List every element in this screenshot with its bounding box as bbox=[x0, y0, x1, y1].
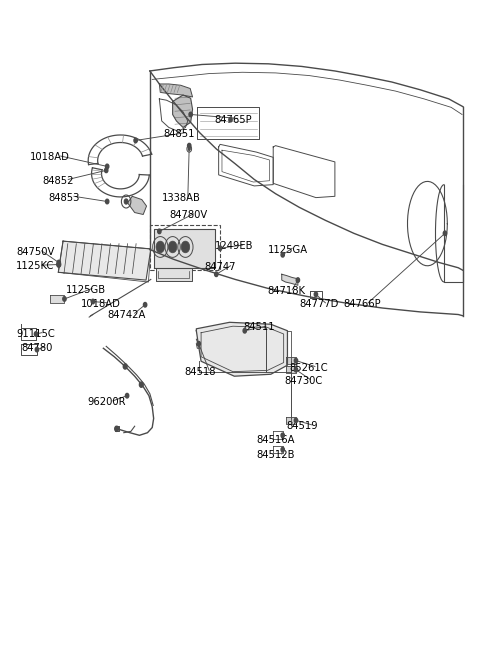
Circle shape bbox=[296, 278, 300, 282]
Bar bbox=[150, 225, 220, 271]
Text: 84718K: 84718K bbox=[267, 286, 305, 296]
Text: 84512B: 84512B bbox=[257, 451, 295, 460]
Text: 84750V: 84750V bbox=[16, 247, 54, 257]
Text: 84511: 84511 bbox=[244, 322, 276, 333]
Circle shape bbox=[188, 143, 191, 148]
Circle shape bbox=[181, 241, 190, 253]
Text: 84516A: 84516A bbox=[257, 435, 295, 445]
Circle shape bbox=[243, 328, 246, 333]
Circle shape bbox=[144, 303, 147, 307]
Polygon shape bbox=[282, 274, 298, 286]
Circle shape bbox=[139, 382, 143, 387]
Text: 1018AD: 1018AD bbox=[30, 153, 70, 162]
Polygon shape bbox=[50, 295, 64, 303]
Circle shape bbox=[444, 231, 446, 236]
Text: 84730C: 84730C bbox=[284, 376, 323, 386]
Polygon shape bbox=[173, 95, 192, 128]
Circle shape bbox=[158, 229, 161, 234]
Circle shape bbox=[294, 358, 298, 363]
Circle shape bbox=[281, 433, 284, 438]
Circle shape bbox=[35, 331, 37, 336]
Polygon shape bbox=[287, 417, 296, 424]
Circle shape bbox=[314, 292, 318, 297]
Polygon shape bbox=[128, 196, 146, 214]
Text: 84518: 84518 bbox=[184, 367, 216, 377]
Polygon shape bbox=[154, 229, 216, 268]
Circle shape bbox=[197, 341, 200, 346]
Text: 1338AB: 1338AB bbox=[162, 193, 201, 202]
Text: 1125KC: 1125KC bbox=[16, 261, 54, 271]
Circle shape bbox=[218, 246, 222, 251]
Circle shape bbox=[115, 426, 119, 432]
Circle shape bbox=[125, 394, 129, 398]
Circle shape bbox=[57, 262, 60, 267]
Circle shape bbox=[35, 347, 38, 352]
Text: 96200R: 96200R bbox=[87, 397, 126, 407]
Polygon shape bbox=[287, 358, 296, 364]
Circle shape bbox=[105, 168, 108, 173]
Circle shape bbox=[189, 112, 192, 117]
Text: 84765P: 84765P bbox=[214, 115, 252, 124]
Circle shape bbox=[106, 164, 109, 169]
Text: 85261C: 85261C bbox=[289, 363, 328, 373]
Text: 1249EB: 1249EB bbox=[216, 241, 254, 252]
Text: 84742A: 84742A bbox=[107, 310, 145, 320]
Circle shape bbox=[57, 262, 60, 267]
Circle shape bbox=[106, 199, 109, 204]
Polygon shape bbox=[287, 366, 296, 373]
Text: 84852: 84852 bbox=[42, 176, 73, 186]
Circle shape bbox=[294, 418, 298, 422]
Circle shape bbox=[123, 364, 127, 369]
Text: 84780: 84780 bbox=[22, 343, 53, 353]
Circle shape bbox=[215, 272, 218, 276]
Circle shape bbox=[281, 447, 284, 452]
Circle shape bbox=[281, 252, 284, 257]
Circle shape bbox=[168, 241, 177, 253]
Text: 91115C: 91115C bbox=[16, 329, 55, 339]
Circle shape bbox=[63, 297, 66, 301]
Text: 84780V: 84780V bbox=[170, 210, 208, 220]
Text: 84747: 84747 bbox=[204, 262, 236, 272]
Circle shape bbox=[134, 138, 137, 143]
Circle shape bbox=[91, 299, 95, 304]
Polygon shape bbox=[159, 84, 192, 97]
Text: 1125GA: 1125GA bbox=[267, 244, 308, 255]
Circle shape bbox=[57, 260, 60, 265]
Text: 84851: 84851 bbox=[163, 129, 195, 139]
Circle shape bbox=[124, 199, 128, 204]
Circle shape bbox=[294, 367, 298, 372]
Polygon shape bbox=[196, 322, 288, 376]
Text: 1125GB: 1125GB bbox=[65, 285, 106, 295]
Polygon shape bbox=[58, 241, 151, 280]
Text: 84777D: 84777D bbox=[300, 299, 339, 309]
Text: 84853: 84853 bbox=[49, 193, 80, 202]
Text: 84766P: 84766P bbox=[343, 299, 381, 309]
Polygon shape bbox=[156, 268, 192, 281]
Text: 84519: 84519 bbox=[286, 421, 318, 431]
Circle shape bbox=[156, 241, 165, 253]
Circle shape bbox=[229, 117, 232, 122]
Text: 1018AD: 1018AD bbox=[81, 299, 121, 309]
Circle shape bbox=[188, 147, 190, 150]
